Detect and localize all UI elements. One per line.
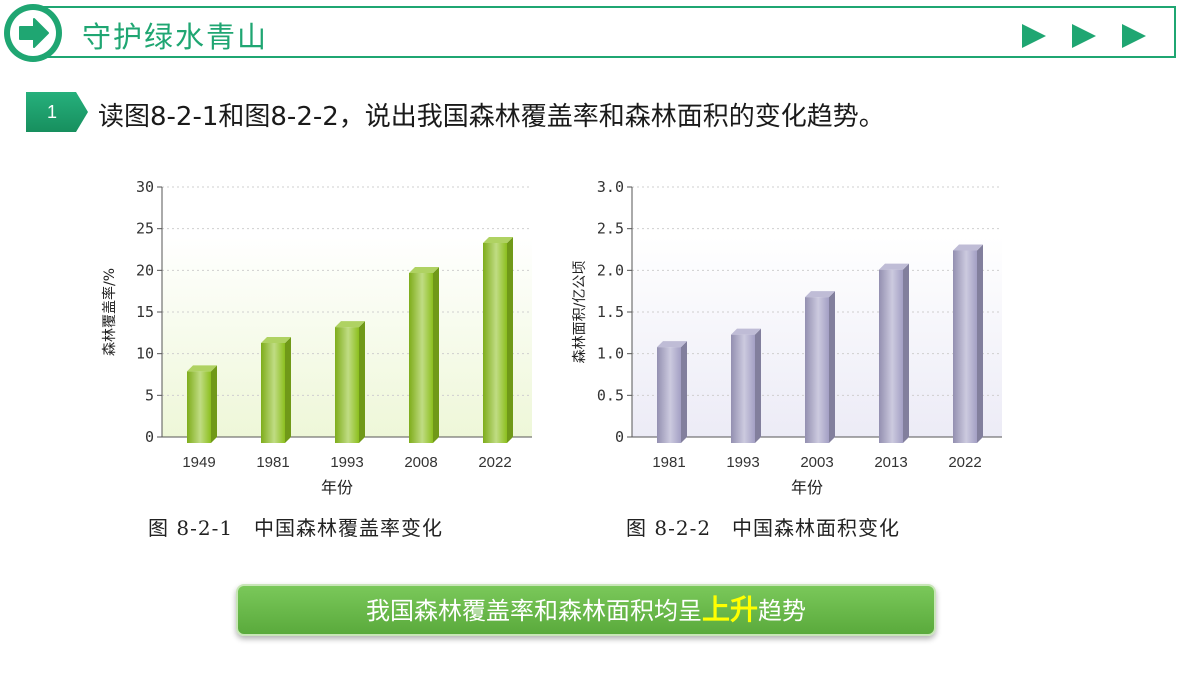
x-tick-label: 2008 <box>404 454 437 471</box>
bar-side <box>211 365 217 443</box>
question-text: 读图8-2-1和图8-2-2，说出我国森林覆盖率和森林面积的变化趋势。 <box>98 102 885 132</box>
bar <box>187 365 217 443</box>
y-axis-label: 森林面积/亿公顷 <box>572 261 588 364</box>
bar-front <box>731 334 755 443</box>
bar-side <box>977 244 983 443</box>
x-tick-label: 1993 <box>726 454 759 471</box>
y-tick-label: 0 <box>615 428 624 446</box>
y-tick-label: 1.0 <box>597 345 624 363</box>
arrow-right-icon <box>19 18 49 48</box>
x-axis-label: 年份 <box>321 478 353 497</box>
bar-front <box>261 343 285 443</box>
y-tick-label: 0 <box>145 428 154 446</box>
bar-side <box>433 267 439 443</box>
y-tick-label: 0.5 <box>597 386 624 404</box>
bar-side <box>829 291 835 443</box>
chart-forest-area: 0 0.5 1.0 1.5 2.0 2.5 3.0 森林面积/亿公顷 1981 1993 2003 2… <box>560 165 1020 550</box>
bar-front <box>483 243 507 443</box>
bar-side <box>681 341 687 443</box>
answer-highlight: 上升 <box>701 593 758 626</box>
bar-top <box>483 237 513 243</box>
bar-front <box>953 250 977 443</box>
chart-caption: 图 8-2-1 中国森林覆盖率变化 <box>148 516 444 540</box>
y-tick-label: 30 <box>136 178 154 196</box>
y-tick-label: 1.5 <box>597 303 624 321</box>
chart-forest-area-svg: 0 0.5 1.0 1.5 2.0 2.5 3.0 森林面积/亿公顷 1981 1993 2003 2… <box>572 178 1002 497</box>
bar <box>657 341 687 443</box>
bar <box>261 337 291 443</box>
x-tick-label: 1993 <box>330 454 363 471</box>
answer-box: 我国森林覆盖率和森林面积均呈上升趋势 <box>236 584 936 636</box>
chart-forest-coverage-svg: 0 5 10 15 20 25 30 森林覆盖率/% 1949 1981 1993 2008 2022 年… <box>101 178 532 497</box>
bar-side <box>755 328 761 443</box>
y-axis-label: 森林覆盖率/% <box>101 268 118 356</box>
bar-top <box>187 365 217 372</box>
bar-side <box>903 263 909 443</box>
header-bar <box>34 6 1176 58</box>
bar-front <box>335 327 359 443</box>
header-circle <box>4 4 62 62</box>
bar <box>953 244 983 443</box>
bar-top <box>657 341 687 348</box>
x-tick-label: 2022 <box>478 454 511 471</box>
play-arrow-icon <box>1072 24 1096 48</box>
question-badge: 1 <box>26 92 90 132</box>
x-tick-label: 1981 <box>256 454 289 471</box>
y-tick-label: 20 <box>136 261 154 279</box>
x-tick-label: 1981 <box>652 454 685 471</box>
play-arrow-icon <box>1022 24 1046 48</box>
x-axis-label: 年份 <box>791 478 823 497</box>
y-tick-label: 5 <box>145 386 154 404</box>
bar-top <box>261 337 291 343</box>
header-banner: 守护绿水青山 <box>4 4 1178 62</box>
bar <box>879 263 909 443</box>
y-tick-label: 2.0 <box>597 261 624 279</box>
x-tick-label: 2013 <box>874 454 907 471</box>
answer-prefix: 我国森林覆盖率和森林面积均呈 <box>365 597 702 625</box>
play-arrow-icon <box>1122 24 1146 48</box>
question-number: 1 <box>46 102 57 122</box>
chart-caption: 图 8-2-2 中国森林面积变化 <box>626 516 901 540</box>
bar-top <box>953 244 983 251</box>
bar-top <box>805 291 835 298</box>
bar <box>731 328 761 443</box>
x-tick-label: 2022 <box>948 454 981 471</box>
bar-front <box>805 297 829 443</box>
y-tick-label: 25 <box>136 220 154 238</box>
y-tick-label: 10 <box>136 345 154 363</box>
y-tick-label: 15 <box>136 303 154 321</box>
bar <box>483 237 513 443</box>
bar-front <box>409 273 433 443</box>
bar-top <box>879 263 909 270</box>
bar <box>409 267 439 443</box>
bar-side <box>359 321 365 443</box>
bar-front <box>187 371 211 443</box>
bar-side <box>507 237 513 443</box>
y-tick-label: 3.0 <box>597 178 624 196</box>
answer-suffix: 趋势 <box>758 597 806 625</box>
chart-forest-coverage: 0 5 10 15 20 25 30 森林覆盖率/% 1949 1981 1993 2008 2022 年… <box>90 165 550 550</box>
bar-top <box>731 328 761 335</box>
badge-shape <box>26 92 88 132</box>
bar-top <box>335 321 365 328</box>
page-title: 守护绿水青山 <box>82 20 269 54</box>
bar-front <box>657 347 681 443</box>
bar-front <box>879 269 903 443</box>
x-tick-label: 1949 <box>182 454 215 471</box>
bar-side <box>285 337 291 443</box>
bar <box>805 291 835 443</box>
y-tick-label: 2.5 <box>597 220 624 238</box>
bar <box>335 321 365 443</box>
bar-top <box>409 267 439 273</box>
x-tick-label: 2003 <box>800 454 833 471</box>
